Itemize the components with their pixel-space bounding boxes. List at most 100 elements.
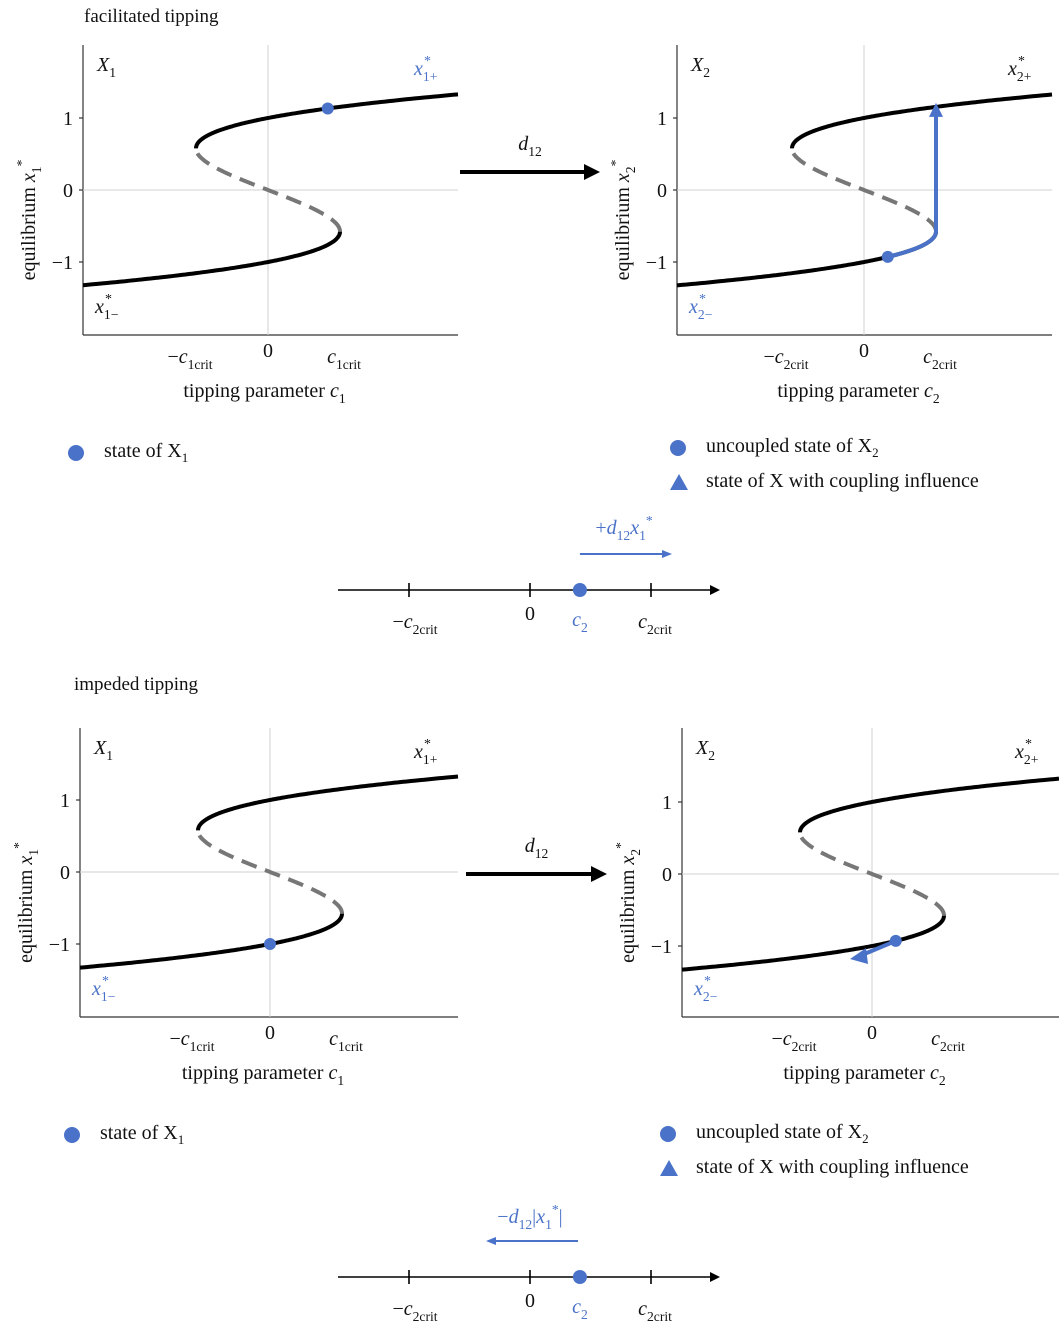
legend-label: state of X1 <box>104 440 189 465</box>
s0-right-upper-branch <box>790 92 1053 149</box>
s0-numberline-shift-label: +d12x1* <box>595 513 653 543</box>
s1-right-x-tick-neg-crit: −c2crit <box>771 1028 816 1054</box>
s1-left-x-axis-label: tipping parameter c1 <box>182 1062 344 1088</box>
legend-label: state of X with coupling influence <box>696 1156 969 1178</box>
legend-circle-icon <box>660 1126 676 1142</box>
s1-coupling-arrowhead <box>591 866 607 882</box>
s1-left-y-tick-label: −1 <box>49 934 70 956</box>
s1-right-y-axis-label: equilibrium x2* <box>613 842 643 963</box>
s0-right-upper-branch-star: * <box>1018 54 1025 69</box>
legend-coupled-state: state of X with coupling influence <box>670 470 979 493</box>
s1-coupling-label: d12 <box>525 835 549 861</box>
s0-right-x-tick-zero: 0 <box>859 340 869 362</box>
s1-numberline-tick-zero: 0 <box>525 1290 535 1312</box>
s1-right-y-tick-label: 0 <box>662 864 672 886</box>
legend-triangle-icon <box>660 1159 678 1176</box>
s1-right-unstable-branch <box>798 832 946 916</box>
legend-circle-icon <box>68 445 84 461</box>
s0-left-x-tick-pos-crit: c1crit <box>327 346 361 372</box>
s0-numberline-arrowhead <box>710 585 720 595</box>
s1-numberline-tick-pos-crit: c2crit <box>638 1298 672 1323</box>
s0-right-upper-branch-label: x2+ <box>1007 58 1031 84</box>
s0-numberline-tick-zero: 0 <box>525 603 535 625</box>
s0-coupling-label: d12 <box>518 133 542 159</box>
s0-left-x-tick-zero: 0 <box>263 340 273 362</box>
legend-state-x1: state of X1 <box>64 1122 184 1148</box>
s0-left-lower-branch-label: x1− <box>94 296 118 322</box>
s0-right-panel-label: X2 <box>690 54 710 80</box>
s1-right-upper-branch-label: x2+ <box>1014 741 1038 767</box>
s0-left-x-axis-label: tipping parameter c1 <box>183 380 345 406</box>
legend-label: uncoupled state of X2 <box>696 1121 869 1146</box>
legend-state-x1: state of X1 <box>68 440 188 466</box>
s1-left-upper-branch <box>196 774 459 831</box>
s1-right-y-tick-label: −1 <box>651 936 672 958</box>
s0-right-coupled-state-triangle <box>929 102 943 117</box>
legend-coupled-state: state of X with coupling influence <box>660 1156 969 1179</box>
s1-numberline-c2-label: c2 <box>572 1296 588 1322</box>
s0-left-upper-branch-star: * <box>424 54 431 69</box>
s0-left-y-axis-label: equilibrium x1* <box>14 159 44 280</box>
s0-right-y-axis-label: equilibrium x2* <box>608 159 638 280</box>
s1-left-lower-branch <box>79 913 344 970</box>
s1-right-lower-branch <box>681 915 946 972</box>
s0-right-x-tick-pos-crit: c2crit <box>923 346 957 372</box>
s0-left-state-circle <box>321 102 334 115</box>
s1-right-upper-branch-star: * <box>1025 737 1032 752</box>
s0-coupling-arrowhead <box>584 164 600 180</box>
s0-left-y-tick-label: 0 <box>63 180 73 202</box>
legend-label: uncoupled state of X2 <box>706 435 879 460</box>
s0-right-y-tick-label: 0 <box>657 180 667 202</box>
legend-triangle-icon <box>670 473 688 490</box>
s0-numberline-shift-arrowhead <box>662 550 672 558</box>
s0-right-x-axis-label: tipping parameter c2 <box>777 380 940 406</box>
s0-numberline-tick-neg-crit: −c2crit <box>392 611 437 637</box>
s0-right-lower-branch-label: x2− <box>688 296 712 322</box>
s0-left-y-tick-label: 1 <box>63 108 73 130</box>
s0-right-unstable-branch <box>790 148 938 232</box>
s0-right-x-tick-neg-crit: −c2crit <box>763 346 808 372</box>
s1-left-upper-branch-label: x1+ <box>413 741 437 767</box>
s1-left-y-tick-label: 0 <box>60 862 70 884</box>
s0-left-upper-branch <box>194 92 459 149</box>
s0-right-lower-branch-star: * <box>699 292 706 307</box>
s1-right-y-tick-label: 1 <box>662 792 672 814</box>
s1-left-x-tick-neg-crit: −c1crit <box>169 1028 214 1054</box>
s0-right-lower-branch <box>676 231 938 288</box>
s1-left-x-tick-pos-crit: c1crit <box>329 1028 363 1054</box>
s1-right-lower-branch-label: x2− <box>693 978 717 1004</box>
s1-left-lower-branch-label: x1− <box>91 978 115 1004</box>
s0-left-unstable-branch <box>194 148 342 232</box>
s1-right-upper-branch <box>798 776 1059 833</box>
s1-left-unstable-branch <box>196 830 344 914</box>
section-title-impeded: impeded tipping <box>74 674 199 695</box>
s0-left-lower-branch-star: * <box>105 292 112 307</box>
s1-right-state-circle <box>889 934 902 947</box>
s1-numberline-arrowhead <box>710 1272 720 1282</box>
legend-label: state of X with coupling influence <box>706 470 979 492</box>
s0-numberline-tick-pos-crit: c2crit <box>638 611 672 637</box>
s1-left-x-tick-zero: 0 <box>265 1022 275 1044</box>
s0-left-upper-branch-label: x1+ <box>413 58 437 84</box>
legend-label: state of X1 <box>100 1122 185 1147</box>
legend-uncoupled-state: uncoupled state of X2 <box>670 435 879 461</box>
s1-left-state-circle <box>264 938 276 950</box>
s1-right-x-axis-label: tipping parameter c2 <box>783 1062 946 1088</box>
s1-right-coupling-path <box>861 939 897 957</box>
s0-left-lower-branch <box>82 231 342 288</box>
s0-right-coupling-path <box>887 112 938 259</box>
s0-left-panel-label: X1 <box>96 54 116 80</box>
legend-circle-icon <box>670 440 686 456</box>
s0-numberline-c2-marker <box>572 583 587 597</box>
s0-right-state-circle <box>881 250 894 263</box>
s0-numberline-c2-label: c2 <box>572 609 588 635</box>
s1-left-lower-branch-star: * <box>102 974 109 989</box>
s1-numberline-shift-label: −d12|x1*| <box>497 1202 562 1232</box>
s1-left-y-axis-label: equilibrium x1* <box>11 842 41 963</box>
s1-numberline-c2-marker <box>572 1270 587 1284</box>
section-title-facilitated: facilitated tipping <box>84 6 219 27</box>
s1-numberline-tick-neg-crit: −c2crit <box>392 1298 437 1323</box>
s0-left-x-tick-neg-crit: −c1crit <box>167 346 212 372</box>
s1-left-upper-branch-star: * <box>424 737 431 752</box>
